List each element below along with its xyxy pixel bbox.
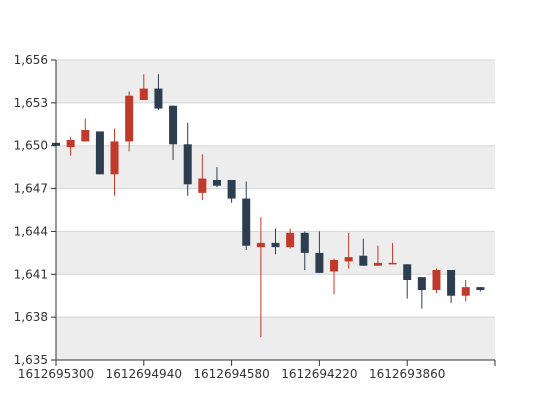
candle-body <box>242 198 251 246</box>
candle <box>66 137 75 156</box>
y-tick-label: 1,656 <box>14 53 48 67</box>
y-tick-label: 1,653 <box>14 96 48 110</box>
grid-band <box>56 274 495 318</box>
candle-body <box>110 141 119 175</box>
candle <box>198 154 207 200</box>
candle <box>330 258 339 295</box>
candle-body <box>198 178 207 193</box>
grid-band <box>56 145 495 189</box>
candle-body <box>169 105 178 145</box>
candle-body <box>227 180 236 199</box>
grid-band <box>56 188 495 232</box>
grid-band <box>56 60 495 103</box>
candle <box>154 74 163 110</box>
candle <box>403 264 412 299</box>
candle <box>256 217 265 338</box>
candle <box>373 245 382 266</box>
candle-body <box>81 130 90 142</box>
grid-band <box>56 102 495 146</box>
candle <box>461 280 470 302</box>
x-tick-label: 1612693860 <box>369 367 445 381</box>
candle-body <box>183 144 192 185</box>
candle-body <box>461 287 470 296</box>
candle <box>227 180 236 203</box>
candle <box>359 238 368 266</box>
candle <box>183 122 192 196</box>
candle-body <box>403 264 412 280</box>
y-tick-label: 1,644 <box>14 224 48 238</box>
x-tick-label: 1612695300 <box>18 367 94 381</box>
y-tick-label: 1,635 <box>14 353 48 367</box>
candle-body <box>388 262 397 265</box>
candle <box>212 167 221 188</box>
candle-body <box>344 257 353 262</box>
grid-band <box>56 317 495 360</box>
candle-body <box>417 277 426 290</box>
candle <box>315 231 324 273</box>
axes <box>55 60 495 361</box>
candle <box>139 74 148 100</box>
candle <box>169 105 178 160</box>
candle <box>447 270 456 303</box>
candle-body <box>373 262 382 266</box>
candles <box>52 74 485 338</box>
candle-body <box>300 232 309 253</box>
x-tick-label: 1612694940 <box>106 367 182 381</box>
candle <box>125 91 134 152</box>
candle-body <box>359 255 368 266</box>
candle-body <box>476 287 485 290</box>
candle-body <box>256 242 265 248</box>
candle <box>300 231 309 270</box>
candle <box>344 232 353 269</box>
candle-body <box>212 180 221 186</box>
candle-body <box>95 131 104 175</box>
y-axis-ticks: 1,635 1,638 1,641 1,644 1,647 1,650 1,653 1,656 <box>14 53 56 367</box>
candle-body <box>330 260 339 272</box>
y-tick-label: 1,650 <box>14 139 48 153</box>
candle-body <box>432 270 441 290</box>
candle <box>286 228 295 249</box>
candle <box>95 131 104 175</box>
candle-body <box>66 140 75 148</box>
x-tick-label: 1612694220 <box>281 367 357 381</box>
candle <box>242 181 251 250</box>
candle <box>110 128 119 196</box>
candle <box>81 118 90 142</box>
candle-body <box>447 270 456 296</box>
candle-body <box>286 232 295 248</box>
candle <box>417 277 426 309</box>
candle-body <box>125 95 134 142</box>
y-tick-label: 1,638 <box>14 310 48 324</box>
candle-body <box>154 88 163 109</box>
candle-body <box>271 242 280 248</box>
candle-body <box>139 88 148 100</box>
x-tick-label: 1612694580 <box>193 367 269 381</box>
candle <box>432 268 441 293</box>
x-axis-ticks: 1612695300 1612694940 1612694580 1612694220… <box>18 360 496 381</box>
candle-body <box>315 252 324 273</box>
candle <box>476 287 485 292</box>
candle <box>271 228 280 255</box>
grid-bands <box>56 60 495 360</box>
y-tick-label: 1,641 <box>14 267 48 281</box>
y-tick-label: 1,647 <box>14 182 48 196</box>
candle <box>388 242 397 265</box>
